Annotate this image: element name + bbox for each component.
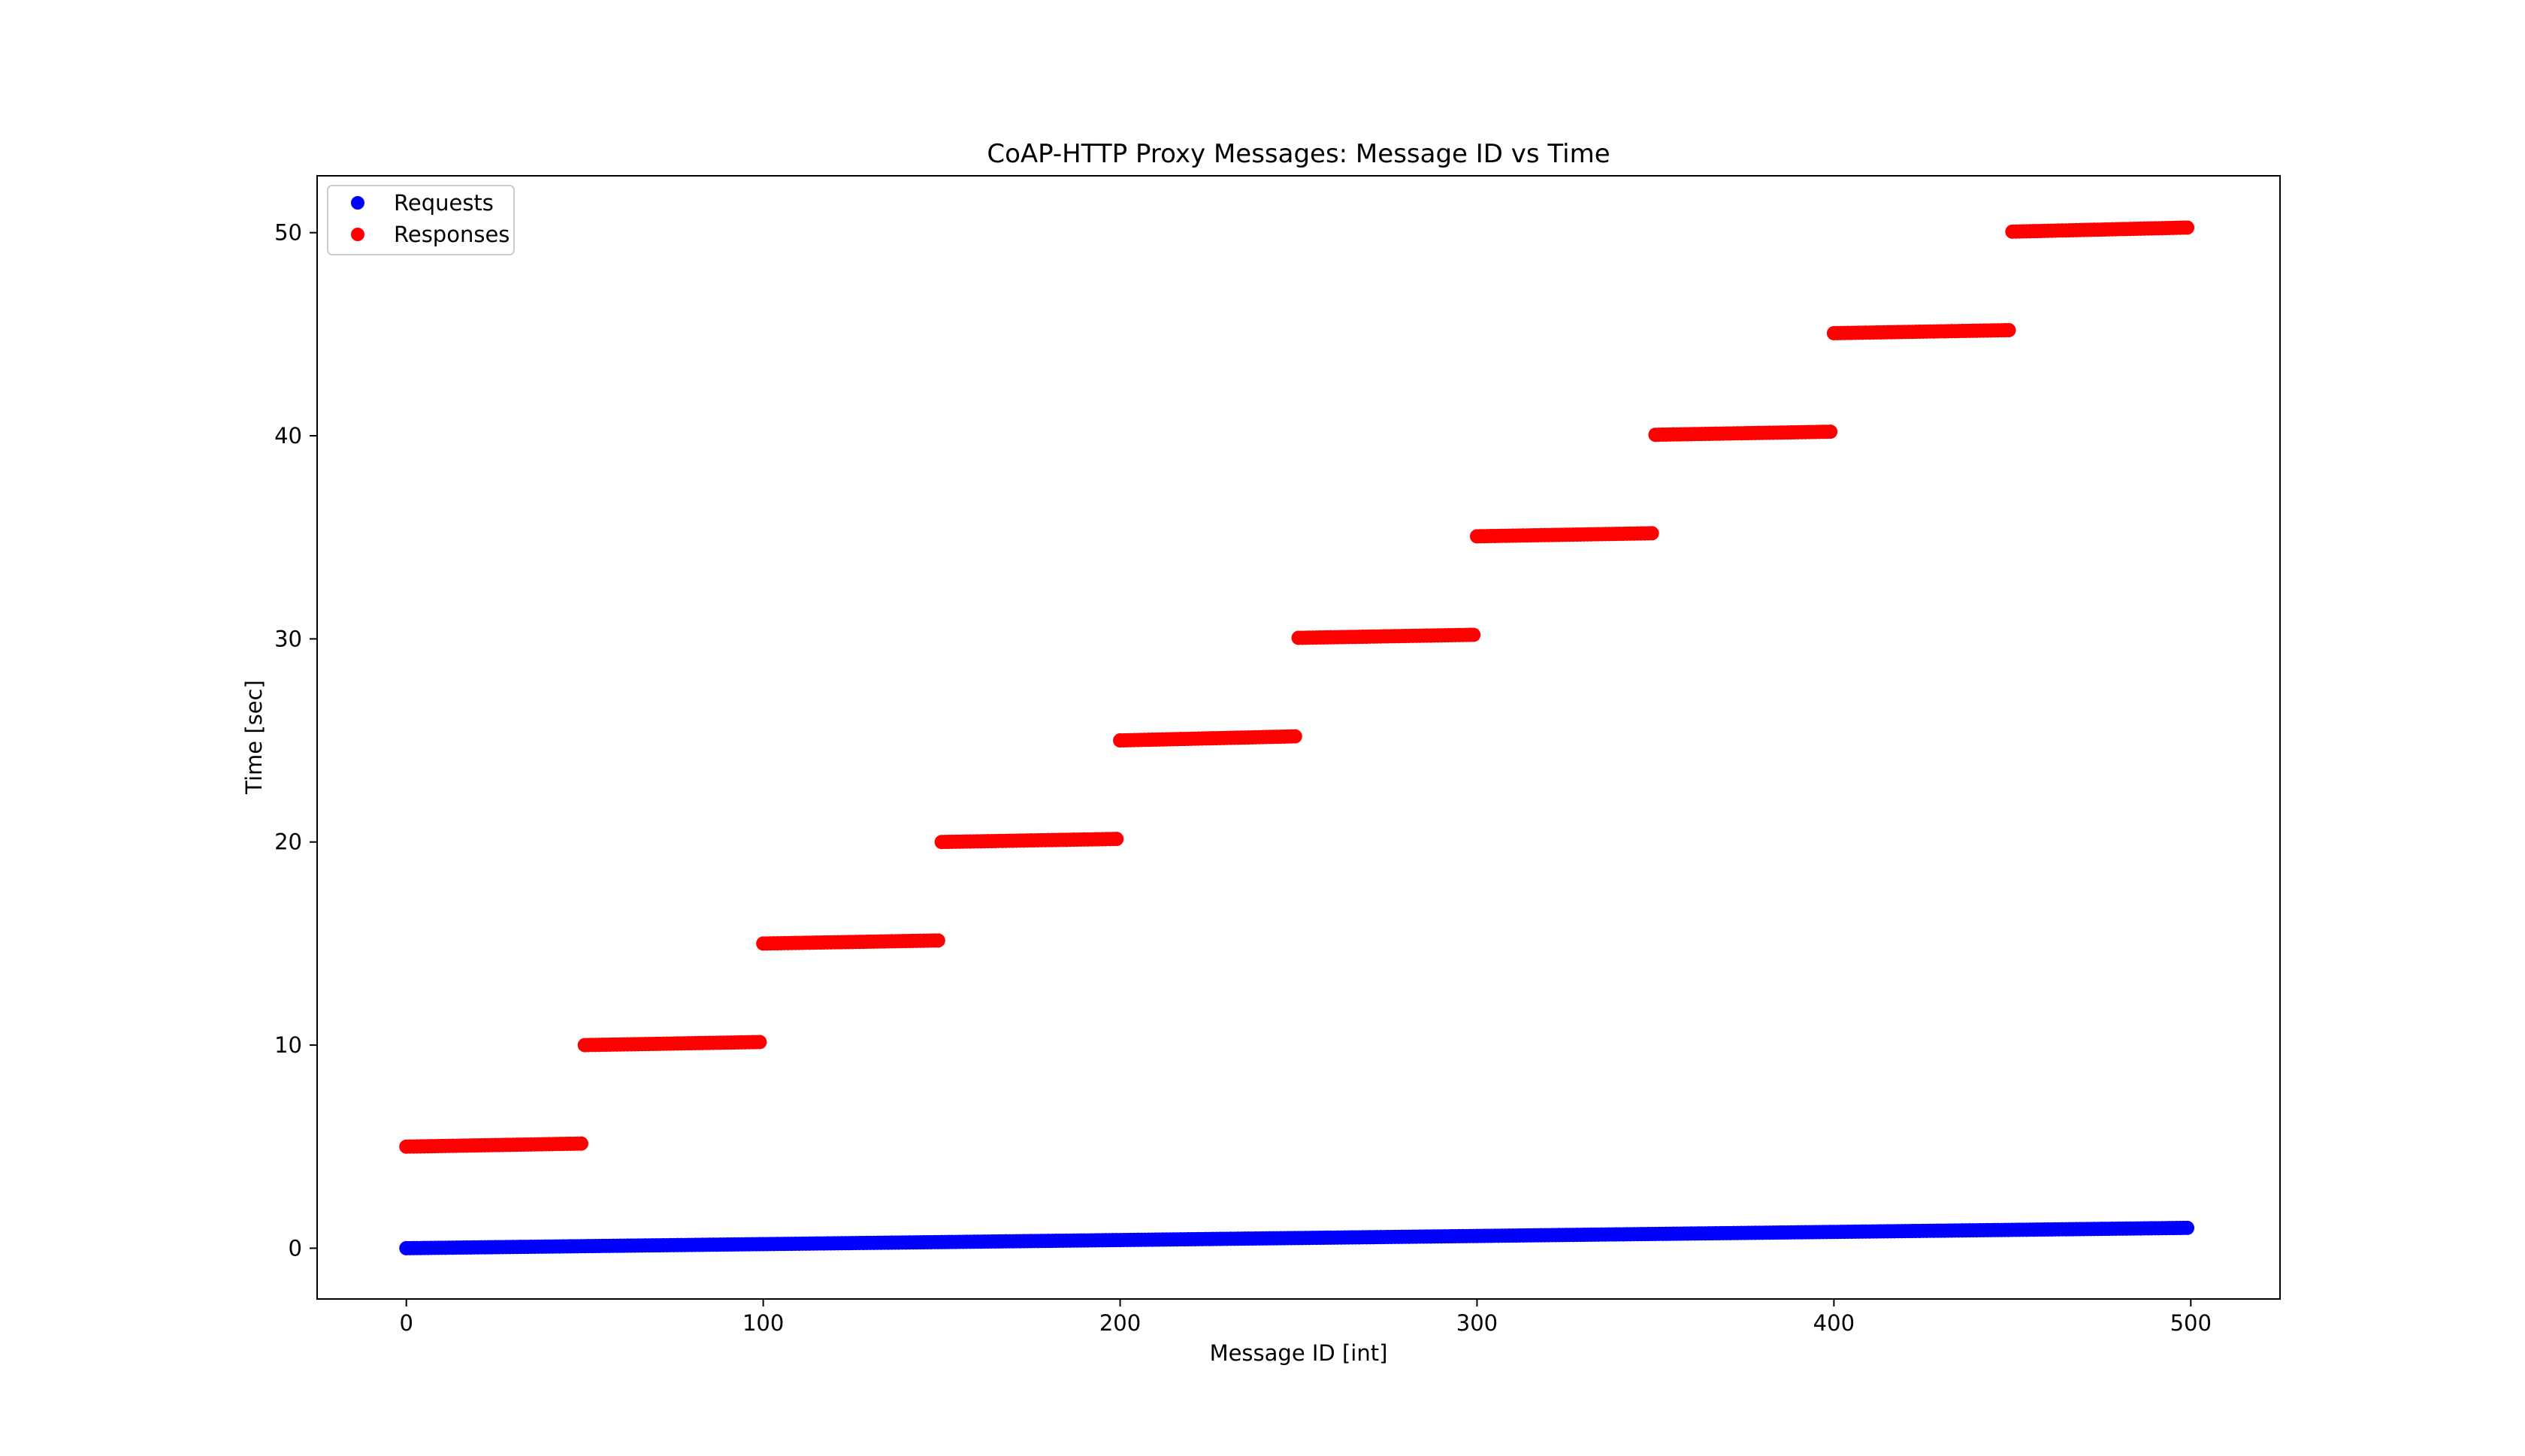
x-axis: 0 100 200 300 400 500 (400, 1299, 2212, 1336)
response-point (1109, 832, 1124, 847)
x-axis-label: Message ID [int] (1210, 1340, 1388, 1366)
request-point (2180, 1220, 2195, 1235)
x-tick-label: 500 (2170, 1310, 2212, 1336)
series-responses (399, 220, 2195, 1154)
y-tick-label: 40 (274, 423, 302, 449)
x-tick-label: 400 (1813, 1310, 1855, 1336)
response-point (1823, 424, 1838, 440)
legend-marker-requests (351, 196, 364, 210)
x-tick-label: 0 (400, 1310, 413, 1336)
series-requests (399, 1220, 2195, 1255)
x-tick-label: 200 (1099, 1310, 1141, 1336)
plot-frame (316, 175, 2281, 1300)
y-axis: 0 10 20 30 40 50 (274, 220, 317, 1261)
legend: Requests Responses (327, 185, 515, 255)
y-tick-label: 0 (289, 1235, 302, 1261)
response-point (1644, 526, 1659, 541)
chart-title: CoAP-HTTP Proxy Messages: Message ID vs … (987, 139, 1610, 169)
legend-label-responses: Responses (394, 222, 510, 247)
y-tick-label: 30 (274, 626, 302, 651)
response-point (2180, 220, 2195, 235)
response-point (1466, 627, 1481, 642)
legend-label-requests: Requests (394, 190, 494, 216)
legend-box (327, 185, 515, 255)
x-tick-label: 300 (1456, 1310, 1498, 1336)
legend-marker-responses (351, 228, 364, 241)
y-tick-label: 10 (274, 1032, 302, 1058)
response-point (752, 1035, 767, 1050)
plot-marks (399, 220, 2195, 1255)
y-tick-label: 50 (274, 220, 302, 246)
response-point (2001, 322, 2016, 337)
y-tick-label: 20 (274, 829, 302, 855)
y-axis-label: Time [sec] (241, 680, 267, 795)
response-point (930, 933, 945, 948)
x-tick-label: 100 (742, 1310, 784, 1336)
response-point (573, 1136, 588, 1151)
response-point (1287, 729, 1302, 744)
